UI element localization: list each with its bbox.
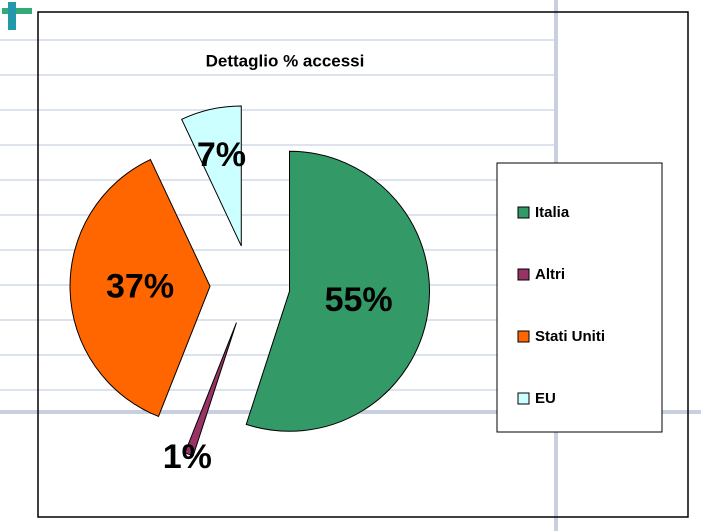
- legend-label: Altri: [535, 266, 565, 283]
- corner-icon: [2, 8, 32, 14]
- legend: [496, 162, 663, 433]
- pie-slice: [180, 105, 242, 247]
- legend-swatch: [517, 392, 530, 405]
- data-label: 1%: [163, 438, 212, 476]
- pie-slice: [245, 150, 430, 432]
- chart-title: Dettaglio % accessi: [206, 51, 365, 70]
- pie-slice: [184, 322, 237, 457]
- data-label: 7%: [197, 136, 246, 174]
- legend-swatch: [517, 268, 530, 281]
- legend-label: Italia: [535, 204, 570, 221]
- legend-swatch: [517, 330, 530, 343]
- data-label: 55%: [325, 281, 393, 319]
- data-label: 37%: [106, 267, 174, 305]
- pie-slice: [69, 158, 211, 418]
- corner-icon: [8, 2, 16, 30]
- legend-label: Stati Uniti: [535, 328, 605, 345]
- plot-frame: [37, 11, 689, 518]
- legend-swatch: [517, 206, 530, 219]
- legend-label: EU: [535, 390, 556, 407]
